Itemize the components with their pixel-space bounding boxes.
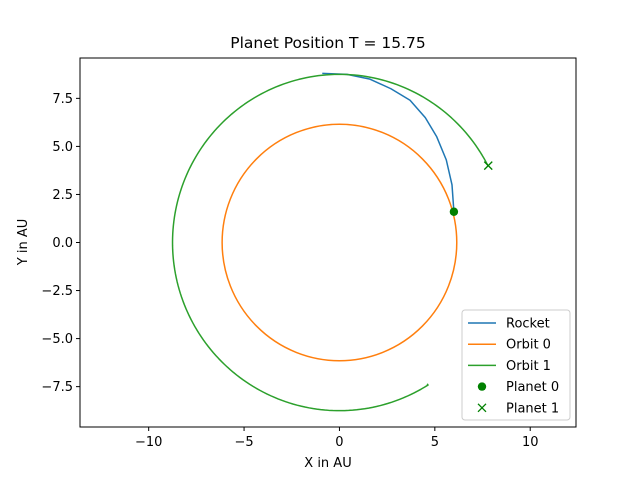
legend-orbit-0-label: Orbit 0: [506, 338, 551, 353]
planet-0-marker: [449, 207, 459, 216]
rocket-line: [322, 72, 455, 212]
plot-area: [171, 72, 493, 412]
y-tick-label: 0.0: [52, 236, 73, 251]
y-tick-label: 5.0: [52, 140, 73, 155]
legend-planet-0-swatch: [477, 382, 487, 391]
legend-planet-0-label: Planet 0: [506, 380, 559, 395]
legend-planet-1-swatch: [477, 403, 487, 413]
x-axis-label: X in AU: [304, 456, 351, 471]
x-tick-label: 5: [431, 435, 439, 450]
y-tick-label: −2.5: [41, 284, 73, 299]
orbit-0-line: [221, 123, 458, 362]
y-tick-label: −5.0: [41, 332, 73, 347]
x-tick-label: 10: [522, 435, 539, 450]
axis-ticks: −10 −5 0 5 10 −7.5 −5.0 −2.5 0.0 2.5 5.0 7.5: [41, 92, 538, 450]
y-tick-label: −7.5: [41, 380, 73, 395]
x-tick-label: −10: [135, 435, 162, 450]
planet-1-marker: [483, 161, 493, 171]
chart-title: Planet Position T = 15.75: [230, 34, 425, 52]
y-tick-label: 2.5: [52, 188, 73, 203]
legend-rocket-label: Rocket: [506, 317, 550, 332]
legend-planet-1-label: Planet 1: [506, 401, 559, 416]
legend-orbit-1-label: Orbit 1: [506, 359, 551, 374]
orbit-1-line: [171, 73, 489, 412]
x-tick-label: −5: [234, 435, 253, 450]
legend-box: [461, 309, 571, 421]
legend: Rocket Orbit 0 Orbit 1 Planet 0 Planet 1: [461, 309, 571, 421]
y-tick-label: 7.5: [52, 92, 73, 107]
x-tick-label: 0: [335, 435, 343, 450]
y-axis-label: Y in AU: [16, 219, 31, 266]
